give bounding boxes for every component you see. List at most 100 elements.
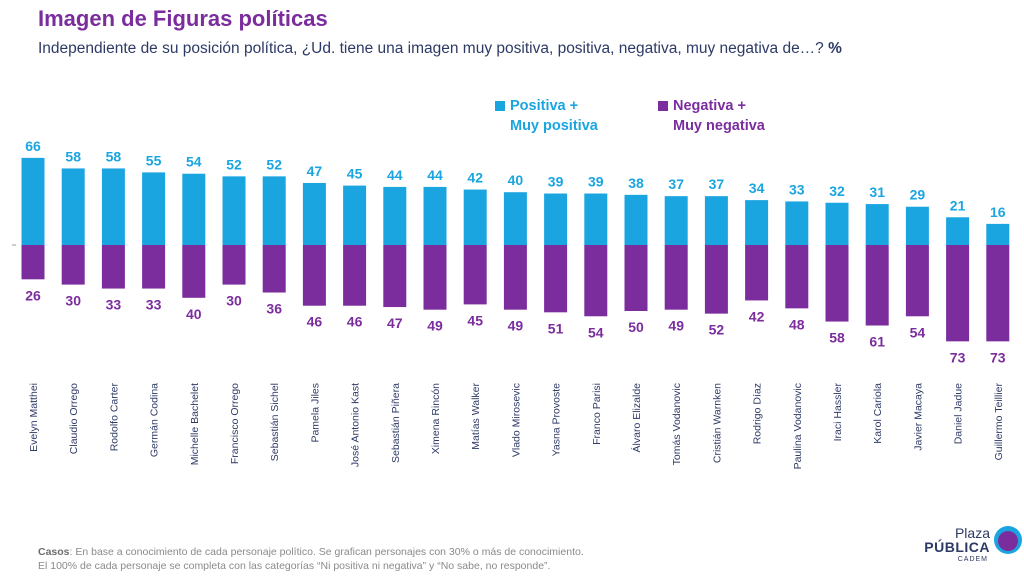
data-label-positive: 52 xyxy=(266,156,282,172)
legend-positive: Positiva + Muy positiva xyxy=(495,96,598,136)
data-label-negative: 47 xyxy=(387,315,403,331)
legend-negative-line2: Muy negativa xyxy=(673,118,765,134)
data-label-negative: 54 xyxy=(910,324,926,340)
bar-negative xyxy=(704,245,728,314)
data-label-positive: 42 xyxy=(467,170,483,186)
bar-positive xyxy=(745,200,769,245)
category-label: Karol Cariola xyxy=(872,383,884,444)
data-label-positive: 55 xyxy=(146,152,162,168)
category-label: Paulina Vodanovic xyxy=(792,383,804,469)
data-label-positive: 37 xyxy=(709,176,725,192)
data-label-positive: 44 xyxy=(427,167,443,183)
data-label-negative: 36 xyxy=(266,301,282,317)
category-label: Rodrigo Díaz xyxy=(752,383,764,444)
bar-positive xyxy=(142,172,166,245)
category-label: Pamela Jiles xyxy=(309,383,321,443)
bar-positive xyxy=(584,193,608,245)
bar-positive xyxy=(343,185,367,245)
data-label-negative: 49 xyxy=(427,318,443,334)
bar-positive xyxy=(423,186,447,245)
category-label: Cristián Warnken xyxy=(711,383,723,463)
bar-negative xyxy=(383,245,407,308)
category-label: Tomás Vodanovic xyxy=(671,383,683,465)
data-label-negative: 46 xyxy=(307,314,323,330)
bar-positive xyxy=(544,193,568,245)
category-label: Francisco Orrego xyxy=(229,383,241,464)
data-label-negative: 26 xyxy=(25,287,41,303)
footer-casos-label: Casos xyxy=(38,546,70,558)
category-label: Sebastián Piñera xyxy=(390,383,402,463)
data-label-negative: 48 xyxy=(789,316,805,332)
data-label-negative: 30 xyxy=(226,293,242,309)
bar-positive xyxy=(664,196,688,245)
data-label-positive: 37 xyxy=(668,176,684,192)
data-label-negative: 30 xyxy=(65,293,81,309)
data-label-positive: 33 xyxy=(789,181,805,197)
data-label-positive: 54 xyxy=(186,154,202,170)
data-label-positive: 21 xyxy=(950,197,966,213)
bar-positive xyxy=(624,194,648,245)
data-label-negative: 58 xyxy=(829,330,845,346)
footer-line1-text: : En base a conocimiento de cada persona… xyxy=(69,546,584,558)
data-label-positive: 31 xyxy=(869,184,885,200)
bar-positive xyxy=(986,223,1010,245)
bar-positive xyxy=(503,192,527,245)
bar-negative xyxy=(624,245,648,311)
bar-negative xyxy=(463,245,487,305)
data-label-positive: 29 xyxy=(910,187,926,203)
bar-positive xyxy=(463,189,487,245)
data-label-negative: 73 xyxy=(950,349,966,365)
legend-positive-label: Positiva + Muy positiva xyxy=(510,96,598,136)
data-label-positive: 66 xyxy=(25,138,41,154)
logo-line3: CADEM xyxy=(957,556,988,563)
chart-subtitle: Independiente de su posición política, ¿… xyxy=(38,40,842,58)
footer-line2: El 100% de cada personaje se completa co… xyxy=(38,560,551,572)
data-label-positive: 38 xyxy=(628,175,644,191)
bar-negative xyxy=(664,245,688,310)
bar-positive xyxy=(865,204,889,245)
legend-positive-line1: Positiva + xyxy=(510,98,579,114)
category-label: Claudio Orrego xyxy=(68,383,80,454)
data-label-positive: 16 xyxy=(990,204,1006,220)
bar-negative xyxy=(302,245,326,306)
data-label-positive: 58 xyxy=(106,148,122,164)
legend-negative-line1: Negativa + xyxy=(673,98,746,114)
bar-positive xyxy=(302,182,326,245)
bar-negative xyxy=(101,245,125,289)
data-label-positive: 47 xyxy=(307,163,323,179)
category-label: Rodolfo Carter xyxy=(108,382,120,451)
category-label: Sebastián Sichel xyxy=(269,383,281,461)
data-label-negative: 61 xyxy=(869,334,885,350)
footer-line1: Casos: En base a conocimiento de cada pe… xyxy=(38,545,584,559)
category-label: Guillermo Teillier xyxy=(993,383,1005,461)
bar-positive xyxy=(101,168,125,245)
plaza-publica-logo: Plaza PÚBLICA CADEM xyxy=(924,525,1024,575)
bar-positive xyxy=(222,176,246,245)
bar-negative xyxy=(584,245,608,317)
bar-negative xyxy=(21,245,45,280)
bar-positive xyxy=(785,201,809,245)
category-label: Franco Parisi xyxy=(591,383,603,445)
category-label: Michelle Bachelet xyxy=(189,383,201,465)
data-label-negative: 73 xyxy=(990,349,1006,365)
bar-negative xyxy=(865,245,889,326)
bar-negative xyxy=(503,245,527,310)
bar-positive xyxy=(21,157,45,245)
bar-negative xyxy=(142,245,166,289)
category-label: Álvaro Elizalde xyxy=(630,383,643,453)
data-label-positive: 34 xyxy=(749,180,765,196)
data-label-negative: 42 xyxy=(749,308,765,324)
footer-note: Casos: En base a conocimiento de cada pe… xyxy=(38,545,584,573)
bar-negative xyxy=(825,245,849,322)
category-label: Evelyn Matthei xyxy=(28,383,40,452)
data-label-negative: 33 xyxy=(106,297,122,313)
category-label: Germán Codina xyxy=(149,383,161,457)
bar-negative xyxy=(262,245,286,293)
data-label-negative: 49 xyxy=(508,318,524,334)
data-label-negative: 45 xyxy=(467,312,483,328)
bar-positive xyxy=(704,196,728,245)
bar-negative xyxy=(182,245,206,298)
category-label: Daniel Jadue xyxy=(953,383,965,444)
legend-negative-label: Negativa + Muy negativa xyxy=(673,96,765,136)
